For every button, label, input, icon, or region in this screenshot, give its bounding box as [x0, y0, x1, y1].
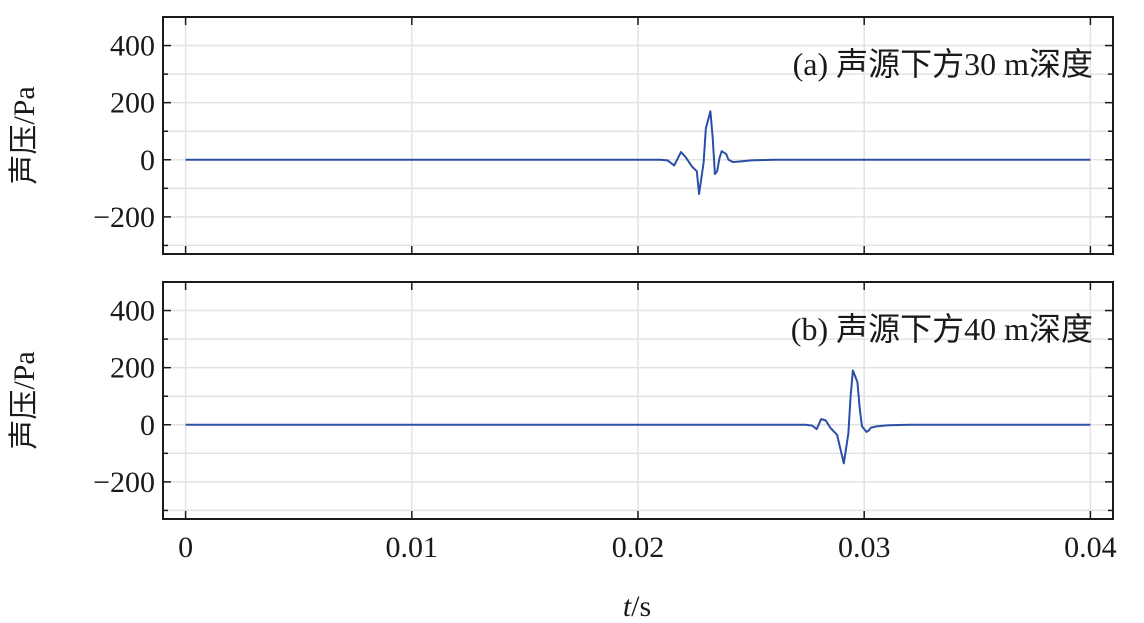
panel-b-y-axis-label: 声压/Pa	[8, 351, 41, 449]
panel-b-ytick-label: 400	[110, 295, 155, 328]
panel-b-xtick-label: 0.02	[612, 531, 665, 564]
panel-b: 0 0.01 0.02 0.03 0.04 −200 0 200 400 (b) 声源下方40 …	[8, 281, 1117, 564]
panel-b-annotation: (b) 声源下方40 m深度	[791, 311, 1093, 347]
panel-a-ytick-label: 200	[110, 87, 155, 120]
panel-a-series-layer	[185, 110, 1091, 196]
panel-a-y-axis-label: 声压/Pa	[8, 86, 41, 184]
panel-b-ticks: 0 0.01 0.02 0.03 0.04 −200 0 200 400	[93, 281, 1117, 564]
panel-b-xtick-label: 0	[178, 531, 193, 564]
panel-a-ytick-label: −200	[93, 201, 155, 234]
panel-b-xtick-label: 0.03	[838, 531, 891, 564]
panel-b-series-line	[185, 369, 1091, 465]
panel-a: −200 0 200 400 (a) 声源下方30 m深度 声压/Pa	[8, 16, 1114, 255]
panel-a-ytick-label: 0	[140, 144, 155, 177]
panel-b-ytick-label: 200	[110, 352, 155, 385]
x-axis-label: t/s	[623, 590, 651, 623]
x-axis-label-variable: t	[623, 590, 632, 623]
panel-b-ytick-label: −200	[93, 466, 155, 499]
panel-a-annotation: (a) 声源下方30 m深度	[793, 46, 1093, 82]
panel-b-ytick-label: 0	[140, 409, 155, 442]
panel-a-ytick-label: 400	[110, 30, 155, 63]
x-axis-label-unit: /s	[631, 590, 651, 623]
panel-a-ticks: −200 0 200 400	[93, 16, 1113, 254]
panel-b-xtick-label: 0.04	[1064, 531, 1117, 564]
panel-a-series-line	[185, 110, 1091, 196]
panel-b-series-layer	[185, 369, 1091, 465]
panel-b-xtick-label: 0.01	[386, 531, 439, 564]
